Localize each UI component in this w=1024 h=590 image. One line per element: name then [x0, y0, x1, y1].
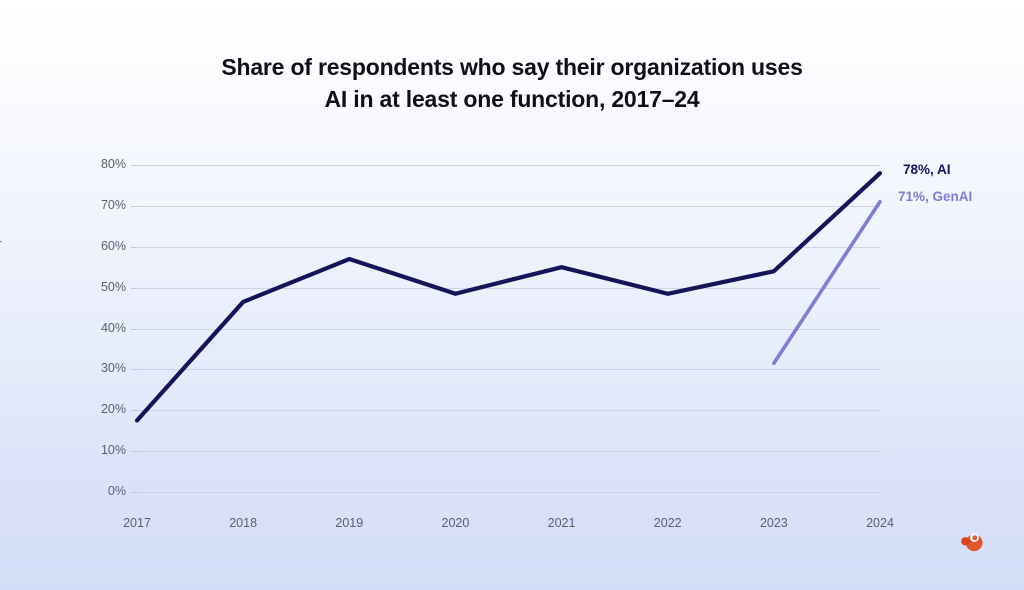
y-tick-mark — [131, 410, 137, 412]
grid-line — [137, 205, 880, 207]
y-tick-label: 0% — [107, 484, 126, 498]
y-tick-mark — [131, 205, 137, 207]
y-tick-label: 40% — [100, 320, 126, 335]
grid-line — [137, 410, 880, 412]
grid-line — [137, 287, 880, 289]
y-tick-mark — [131, 328, 137, 330]
line-series-genai — [772, 199, 882, 366]
x-tick-label: 2022 — [653, 516, 682, 530]
y-tick-label: 10% — [100, 443, 126, 458]
y-tick-label: 50% — [100, 279, 126, 294]
y-tick-mark — [131, 287, 137, 289]
y-tick-mark — [131, 492, 137, 493]
chart-title-line-1: Share of respondents who say their organ… — [221, 54, 803, 80]
grid-line — [137, 246, 880, 248]
y-tick-label: 80% — [100, 157, 126, 171]
grid-line — [137, 492, 880, 493]
grid-line — [137, 369, 880, 371]
y-tick-label: 70% — [100, 197, 126, 212]
y-tick-mark — [131, 246, 137, 248]
x-tick-label: 2023 — [759, 516, 788, 530]
line-series-ai — [134, 171, 883, 423]
grid-line — [137, 328, 880, 330]
y-tick-label: 20% — [100, 402, 126, 417]
y-axis-label: % of respondents — [0, 195, 2, 285]
chart-title: Share of respondents who say their organ… — [0, 52, 1024, 115]
x-tick-label: 2024 — [866, 516, 894, 530]
grid-line — [137, 451, 880, 453]
y-tick-mark — [131, 165, 137, 166]
x-tick-label: 2018 — [229, 516, 258, 530]
chart-title-line-2: AI in at least one function, 2017–24 — [324, 85, 700, 112]
genai-end-label: 71%, GenAI — [898, 189, 973, 204]
ai-end-label: 78%, AI — [903, 162, 951, 177]
grid-line — [137, 165, 880, 166]
y-tick-mark — [131, 451, 137, 453]
x-tick-label: 2019 — [335, 516, 364, 530]
brand-logo-icon — [961, 532, 983, 552]
y-tick-label: 30% — [100, 361, 126, 376]
x-tick-label: 2017 — [123, 516, 151, 530]
x-tick-label: 2020 — [441, 516, 470, 530]
y-tick-mark — [131, 369, 137, 371]
x-tick-label: 2021 — [547, 516, 576, 530]
y-tick-label: 60% — [100, 238, 126, 253]
